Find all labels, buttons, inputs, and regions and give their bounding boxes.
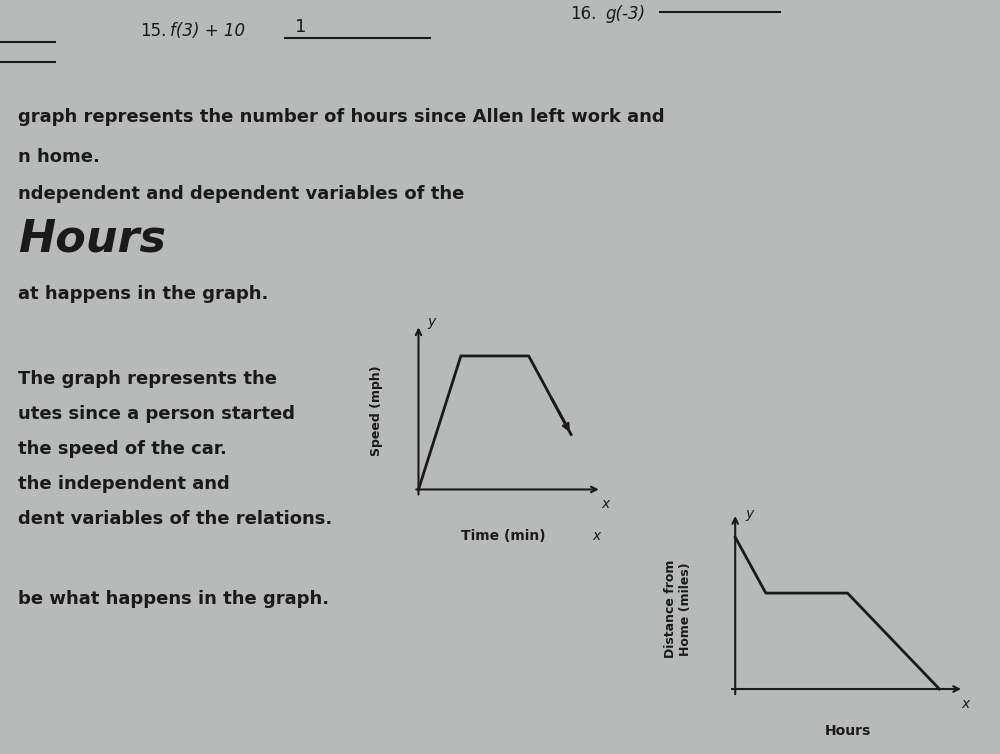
Text: The graph represents the: The graph represents the [18, 370, 277, 388]
Text: Speed (mph): Speed (mph) [370, 366, 383, 456]
Text: 16.: 16. [570, 5, 596, 23]
Text: Distance from
Home (miles): Distance from Home (miles) [664, 560, 692, 658]
Text: g(-3): g(-3) [605, 5, 645, 23]
Text: be what happens in the graph.: be what happens in the graph. [18, 590, 329, 608]
Text: ndependent and dependent variables of the: ndependent and dependent variables of th… [18, 185, 464, 203]
Text: 15.: 15. [140, 22, 166, 40]
Text: at happens in the graph.: at happens in the graph. [18, 285, 268, 303]
Text: 1: 1 [295, 18, 306, 36]
Text: the speed of the car.: the speed of the car. [18, 440, 227, 458]
Text: dent variables of the relations.: dent variables of the relations. [18, 510, 332, 528]
Text: f(3) + 10: f(3) + 10 [170, 22, 245, 40]
Text: utes since a person started: utes since a person started [18, 405, 295, 423]
Text: y: y [427, 315, 435, 329]
Text: x: x [592, 529, 601, 543]
Text: Time (min): Time (min) [461, 529, 546, 543]
Text: Hours: Hours [18, 218, 166, 261]
Text: graph represents the number of hours since Allen left work and: graph represents the number of hours sin… [18, 108, 665, 126]
Text: x: x [601, 498, 609, 511]
Text: y: y [745, 507, 754, 521]
Text: x: x [962, 697, 970, 711]
Text: the independent and: the independent and [18, 475, 230, 493]
Text: n home.: n home. [18, 148, 100, 166]
Text: Hours: Hours [824, 724, 871, 738]
